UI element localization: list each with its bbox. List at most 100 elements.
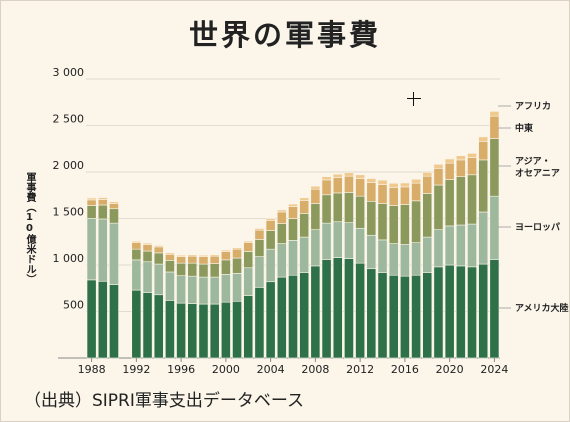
- bar-segment: [366, 200, 377, 236]
- bar-segment: [422, 193, 433, 238]
- bar-segment: [344, 258, 354, 359]
- bar-segment: [433, 163, 444, 169]
- bar-segment: [411, 178, 421, 184]
- bar-segment: [288, 274, 298, 359]
- bar-segment: [467, 174, 477, 225]
- bar-segment: [198, 303, 209, 359]
- bar-segment: [467, 153, 477, 158]
- bar-segment: [198, 263, 209, 278]
- bar-segment: [411, 182, 421, 202]
- bar-segment: [220, 249, 231, 252]
- bar-segment: [265, 230, 276, 250]
- bar-segment: [388, 243, 399, 276]
- bar-segment: [176, 275, 186, 304]
- bar-segment: [388, 187, 399, 206]
- bar-segment: [444, 225, 455, 266]
- y-tick-label: 1 000: [53, 252, 85, 265]
- bar-segment: [254, 228, 265, 231]
- bar-segment: [209, 276, 220, 305]
- x-tick-label: 2020: [436, 363, 464, 376]
- bar-segment: [377, 179, 388, 185]
- bar-segment: [411, 242, 421, 276]
- x-tick-label: 2016: [391, 363, 419, 376]
- bar-segment: [86, 205, 97, 219]
- legend-label: オセアニア: [515, 168, 560, 179]
- bar-segment: [400, 186, 410, 205]
- bar-segment: [209, 263, 220, 278]
- bar-segment: [422, 236, 433, 273]
- bar-segment: [444, 264, 455, 359]
- bar-segment: [400, 244, 410, 277]
- bar-segment: [478, 159, 489, 213]
- bar-segment: [131, 259, 142, 291]
- bar-segment: [299, 200, 310, 214]
- bar-segment: [232, 247, 242, 250]
- bar-segment: [243, 267, 254, 296]
- bar-segment: [366, 178, 377, 183]
- bar-segment: [299, 272, 310, 359]
- bar-segment: [86, 279, 97, 359]
- bar-segment: [388, 205, 399, 244]
- bar-segment: [355, 174, 366, 179]
- bar-segment: [400, 275, 410, 359]
- bar-segment: [332, 173, 343, 178]
- bar-segment: [86, 199, 97, 206]
- bar-segment: [265, 248, 276, 283]
- bar-segment: [187, 303, 198, 359]
- bar-segment: [332, 177, 343, 194]
- bar-segment: [444, 179, 455, 227]
- bar-segment: [377, 184, 388, 204]
- bar-segment: [276, 209, 287, 213]
- bar-segment: [153, 263, 164, 296]
- bar-segment: [344, 222, 354, 259]
- bar-segment: [165, 254, 175, 261]
- bar-segment: [109, 222, 119, 285]
- bar-segment: [344, 175, 354, 193]
- bar-segment: [165, 271, 175, 301]
- bar-segment: [232, 300, 242, 359]
- bar-segment: [209, 303, 220, 359]
- bar-segment: [109, 284, 119, 359]
- bar-segment: [433, 266, 444, 359]
- bar-segment: [220, 273, 231, 303]
- legend-label: アメリカ大陸: [515, 302, 569, 314]
- bar-segment: [355, 195, 366, 229]
- bar-segment: [400, 182, 410, 188]
- bar-segment: [176, 254, 186, 257]
- bar-segment: [321, 179, 332, 196]
- bar-segment: [86, 218, 97, 281]
- bar-segment: [131, 242, 142, 250]
- bar-segment: [388, 274, 399, 359]
- x-tick-label: 1996: [167, 363, 195, 376]
- chart-title: 世界の軍事費: [188, 18, 381, 52]
- bar-segment: [142, 244, 153, 252]
- x-tick-label: 2000: [212, 363, 240, 376]
- bar-segment: [97, 199, 108, 206]
- bar-segment: [176, 262, 186, 276]
- bar-segment: [288, 206, 298, 219]
- bar-segment: [142, 292, 153, 359]
- bar-segment: [377, 272, 388, 359]
- bar-segment: [243, 240, 254, 243]
- bar-segment: [366, 234, 377, 270]
- y-tick-label: 3 000: [53, 66, 85, 79]
- bar-segment: [332, 221, 343, 258]
- bar-segment: [489, 111, 500, 117]
- bar-segment: [388, 182, 399, 188]
- bar-segment: [142, 250, 153, 263]
- y-axis-label: 軍事費（10億米ドル）: [24, 172, 35, 284]
- bar-segment: [109, 203, 119, 210]
- x-tick-label: 2004: [257, 363, 285, 376]
- bar-segment: [153, 294, 164, 359]
- y-tick-label: 1 500: [53, 206, 85, 219]
- bar-segment: [310, 185, 321, 190]
- legend-label: アジア・: [515, 156, 551, 167]
- bar-segment: [97, 204, 108, 220]
- source-note: （出典）SIPRI軍事支出データベース: [24, 391, 305, 411]
- bar-segment: [209, 255, 220, 264]
- bar-segment: [489, 259, 500, 359]
- x-tick-label: 1992: [122, 363, 150, 376]
- bar-segment: [366, 268, 377, 359]
- y-tick-label: 2 000: [53, 159, 85, 172]
